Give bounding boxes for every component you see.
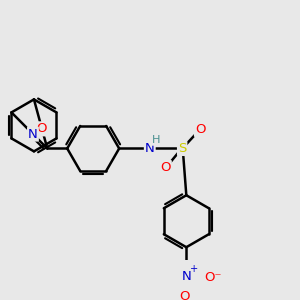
Text: H: H [152,135,160,145]
Text: O: O [179,290,190,300]
Text: S: S [178,142,186,155]
Text: N: N [145,142,154,155]
Text: N: N [182,270,191,283]
Text: N: N [28,128,38,141]
Text: +: + [190,264,198,274]
Text: O: O [195,123,206,136]
Text: O⁻: O⁻ [205,271,222,284]
Text: O: O [160,161,171,174]
Text: O: O [37,122,47,135]
